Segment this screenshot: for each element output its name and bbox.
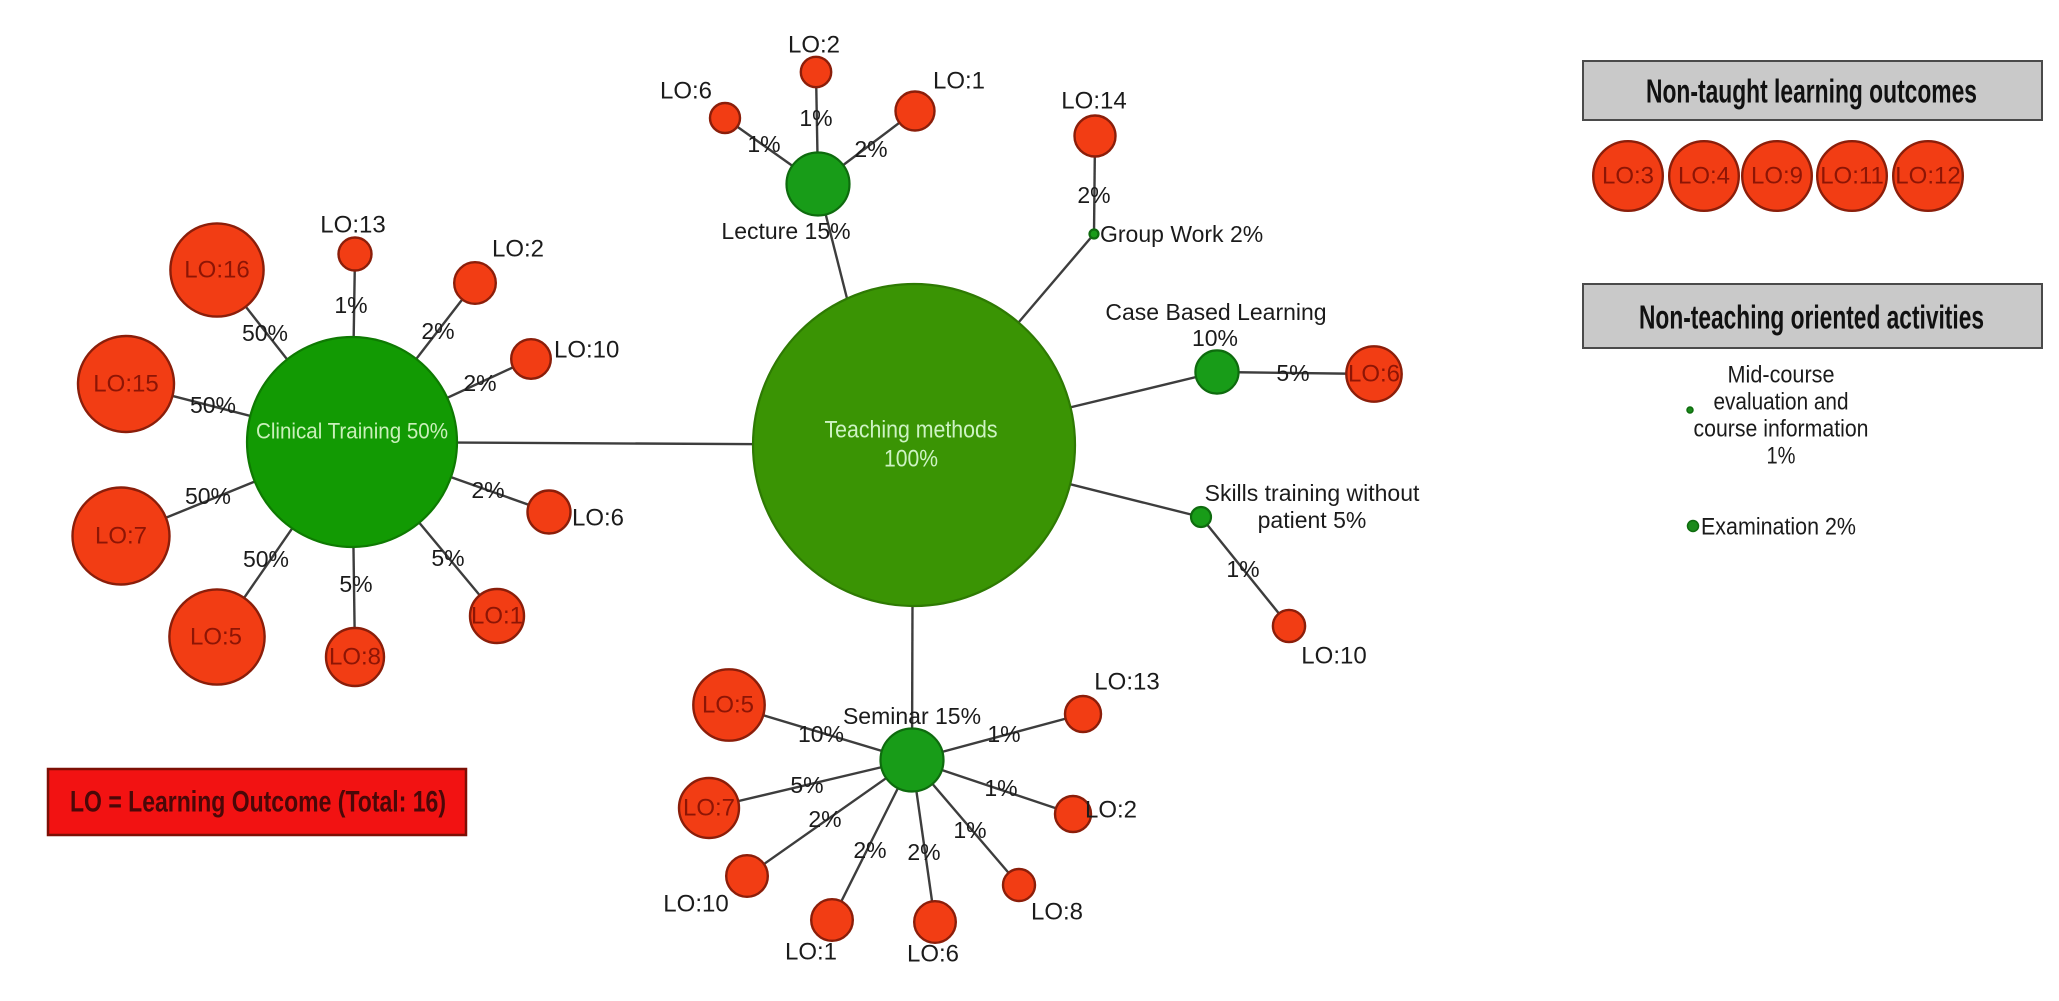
svg-text:100%: 100% — [884, 446, 938, 473]
svg-text:course information: course information — [1694, 416, 1869, 443]
svg-text:LO:13: LO:13 — [320, 212, 385, 239]
svg-text:LO:2: LO:2 — [788, 32, 840, 59]
svg-text:Case Based Learning: Case Based Learning — [1105, 299, 1326, 325]
svg-text:LO:16: LO:16 — [184, 257, 249, 284]
svg-text:50%: 50% — [242, 320, 288, 346]
svg-text:LO:12: LO:12 — [1895, 163, 1960, 190]
svg-text:5%: 5% — [790, 772, 823, 798]
svg-text:1%: 1% — [953, 817, 986, 843]
svg-text:LO:6: LO:6 — [572, 505, 624, 532]
svg-text:patient 5%: patient 5% — [1258, 507, 1367, 533]
svg-text:1%: 1% — [747, 131, 780, 157]
svg-text:Group Work 2%: Group Work 2% — [1100, 221, 1263, 247]
svg-text:LO:6: LO:6 — [1348, 361, 1400, 388]
svg-text:1%: 1% — [984, 775, 1017, 801]
svg-text:Non-teaching oriented activiti: Non-teaching oriented activities — [1639, 299, 1984, 336]
svg-text:LO:2: LO:2 — [1085, 797, 1137, 824]
svg-text:Clinical Training 50%: Clinical Training 50% — [256, 419, 448, 444]
svg-text:2%: 2% — [463, 370, 496, 396]
svg-text:LO:2: LO:2 — [492, 236, 544, 263]
svg-text:Skills training without: Skills training without — [1205, 480, 1420, 506]
svg-text:LO:5: LO:5 — [702, 692, 754, 719]
svg-text:LO:7: LO:7 — [95, 523, 147, 550]
svg-text:1%: 1% — [799, 105, 832, 131]
svg-text:LO:10: LO:10 — [554, 337, 619, 364]
svg-text:LO:5: LO:5 — [190, 624, 242, 651]
svg-text:LO:7: LO:7 — [683, 795, 735, 822]
svg-text:5%: 5% — [431, 545, 464, 571]
svg-text:LO:8: LO:8 — [329, 644, 381, 671]
svg-text:LO:9: LO:9 — [1751, 163, 1803, 190]
svg-text:Non-taught learning outcomes: Non-taught learning outcomes — [1646, 73, 1977, 110]
svg-text:LO:1: LO:1 — [933, 68, 985, 95]
svg-text:10%: 10% — [1192, 325, 1238, 351]
svg-text:LO:6: LO:6 — [660, 78, 712, 105]
svg-text:2%: 2% — [421, 318, 454, 344]
svg-text:LO:13: LO:13 — [1094, 669, 1159, 696]
svg-text:LO:10: LO:10 — [663, 891, 728, 918]
svg-text:Lecture 15%: Lecture 15% — [721, 218, 850, 244]
svg-text:LO:4: LO:4 — [1678, 163, 1730, 190]
svg-text:evaluation and: evaluation and — [1714, 389, 1849, 416]
svg-text:2%: 2% — [907, 839, 940, 865]
svg-text:LO:10: LO:10 — [1301, 643, 1366, 670]
svg-text:LO:11: LO:11 — [1820, 163, 1884, 190]
svg-text:LO:1: LO:1 — [471, 603, 523, 630]
svg-text:Mid-course: Mid-course — [1728, 362, 1835, 389]
svg-text:10%: 10% — [798, 721, 844, 747]
svg-text:Examination 2%: Examination 2% — [1701, 514, 1856, 541]
svg-text:2%: 2% — [1077, 182, 1110, 208]
svg-text:1%: 1% — [1226, 556, 1259, 582]
svg-text:5%: 5% — [1276, 360, 1309, 386]
svg-text:5%: 5% — [339, 571, 372, 597]
svg-text:1%: 1% — [1767, 443, 1796, 470]
svg-text:LO:8: LO:8 — [1031, 899, 1083, 926]
svg-text:2%: 2% — [808, 806, 841, 832]
svg-text:LO:15: LO:15 — [93, 371, 158, 398]
svg-text:Seminar 15%: Seminar 15% — [843, 703, 981, 729]
svg-text:1%: 1% — [334, 292, 367, 318]
svg-text:50%: 50% — [243, 546, 289, 572]
svg-text:50%: 50% — [190, 392, 236, 418]
svg-text:LO:6: LO:6 — [907, 941, 959, 968]
svg-text:2%: 2% — [854, 136, 887, 162]
svg-text:2%: 2% — [471, 477, 504, 503]
svg-text:LO:3: LO:3 — [1602, 163, 1654, 190]
svg-text:LO = Learning Outcome (Total:: LO = Learning Outcome (Total: 16) — [70, 786, 446, 819]
svg-text:1%: 1% — [987, 721, 1020, 747]
svg-text:Teaching methods: Teaching methods — [825, 417, 998, 444]
svg-text:LO:14: LO:14 — [1061, 88, 1126, 115]
svg-text:2%: 2% — [853, 837, 886, 863]
svg-text:LO:1: LO:1 — [785, 939, 837, 966]
svg-text:50%: 50% — [185, 483, 231, 509]
